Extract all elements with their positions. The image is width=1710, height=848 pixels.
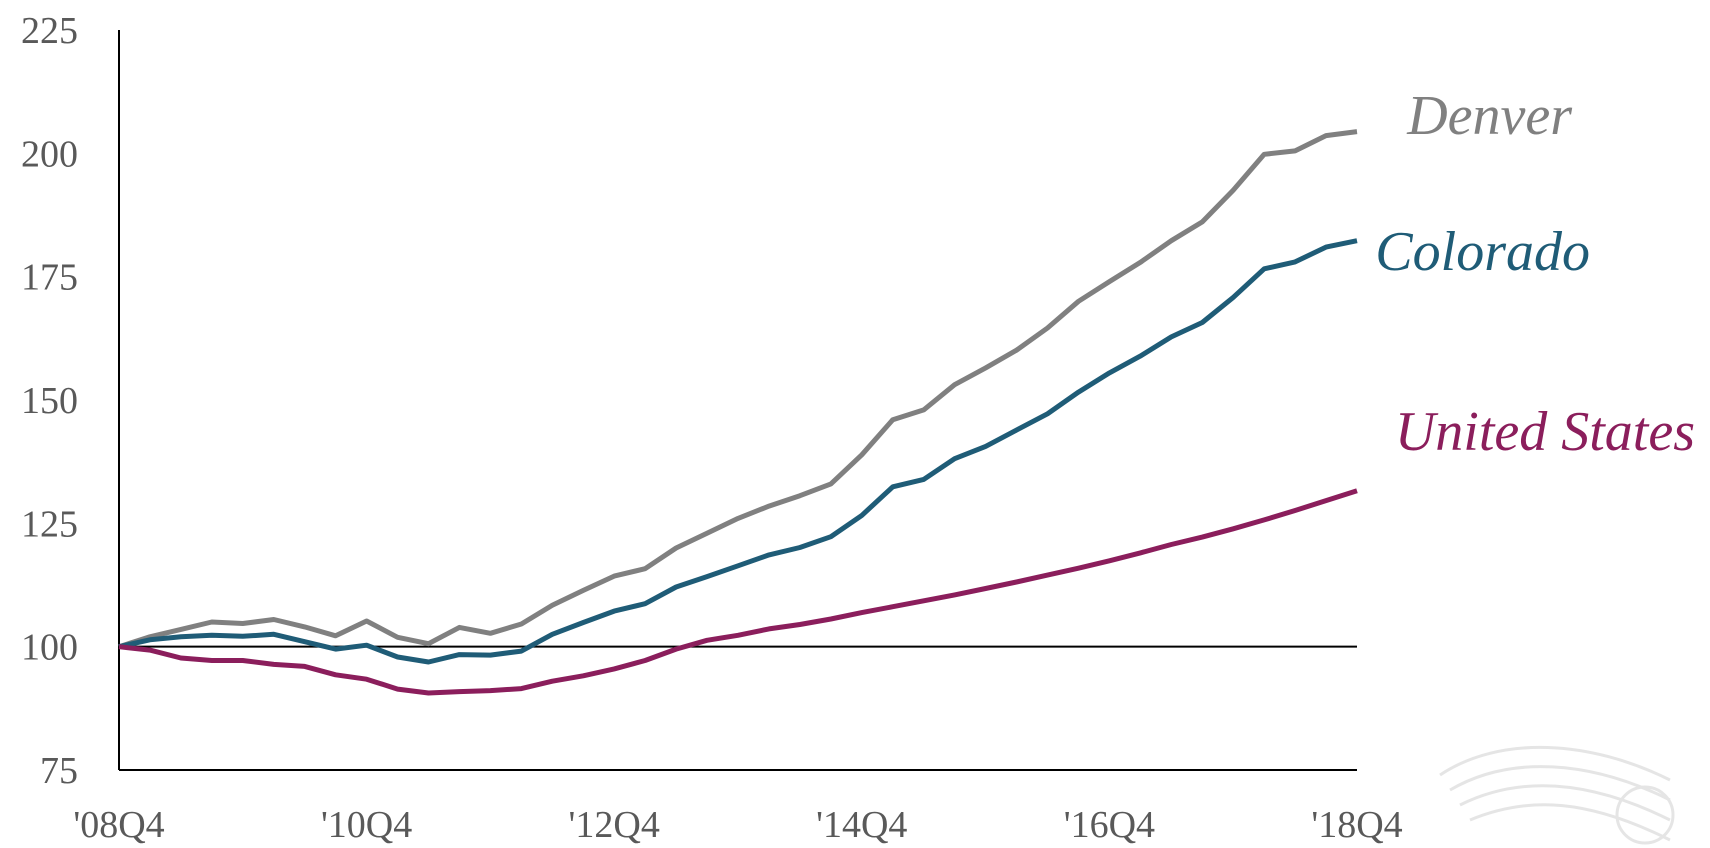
x-tick-label: '10Q4	[321, 804, 412, 846]
y-axis-ticks: 75 100 125 150 175 200 225	[21, 10, 78, 792]
series-labels: Denver Colorado United States	[1375, 85, 1695, 463]
series-label-united-states: United States	[1395, 401, 1695, 463]
series-line-denver	[118, 129, 1358, 650]
y-tick-label: 75	[40, 750, 78, 792]
y-tick-label: 225	[21, 10, 78, 52]
series-lines	[118, 129, 1358, 696]
series-label-colorado: Colorado	[1375, 221, 1590, 283]
y-tick-label: 175	[21, 257, 78, 299]
x-tick-label: '14Q4	[816, 804, 907, 846]
x-tick-label: '08Q4	[73, 804, 164, 846]
x-tick-label: '16Q4	[1064, 804, 1155, 846]
y-tick-label: 150	[21, 380, 78, 422]
x-tick-label: '12Q4	[569, 804, 660, 846]
y-tick-label: 200	[21, 133, 78, 175]
y-tick-label: 125	[21, 503, 78, 545]
series-label-denver: Denver	[1406, 85, 1572, 147]
x-tick-label: '18Q4	[1311, 804, 1402, 846]
series-line-colorado	[118, 238, 1358, 665]
series-line-united-states	[118, 488, 1358, 696]
y-tick-label: 100	[21, 627, 78, 669]
logo-watermark	[1439, 746, 1675, 845]
x-axis-ticks: '08Q4 '10Q4 '12Q4 '14Q4 '16Q4 '18Q4	[73, 804, 1402, 846]
